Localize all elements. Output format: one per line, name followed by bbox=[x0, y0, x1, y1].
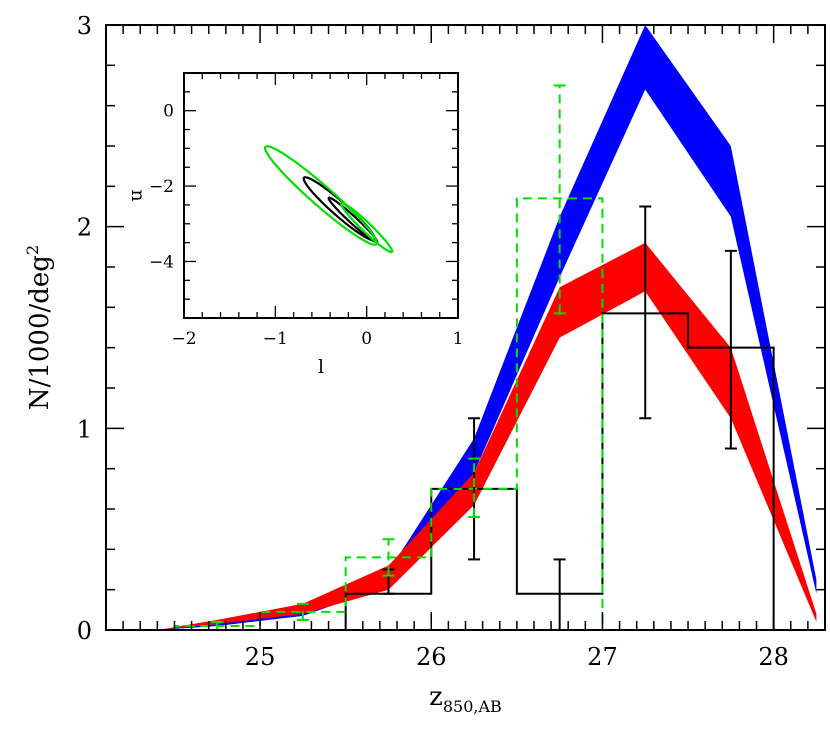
y-tick-label: 0 bbox=[77, 617, 92, 645]
inset-y-axis-label: n bbox=[127, 189, 149, 201]
y-axis-label-superscript: 2 bbox=[23, 245, 42, 255]
inset-y-tick-label: 0 bbox=[163, 102, 174, 122]
inset-x-tick-label: 1 bbox=[453, 329, 464, 349]
y-tick-label: 3 bbox=[77, 12, 92, 40]
inset-plot: −2 −1 0 1 0 −2 −4 l n bbox=[127, 72, 463, 378]
x-tick-label: 25 bbox=[245, 643, 276, 671]
main-error-bars bbox=[211, 84, 737, 631]
inset-x-tick-label: −1 bbox=[263, 329, 288, 349]
x-axis-label-subscript: 850,AB bbox=[443, 697, 502, 716]
contour-3 bbox=[264, 145, 378, 246]
y-axis-label-main: N/1000/deg bbox=[25, 255, 55, 410]
x-tick-label: 27 bbox=[587, 643, 618, 671]
inset-background bbox=[184, 73, 458, 318]
x-axis-label: z850,AB bbox=[429, 682, 502, 716]
inset-tick-labels: −2 −1 0 1 0 −2 −4 bbox=[149, 102, 463, 349]
contour-0 bbox=[327, 196, 379, 244]
inset-plot-frame bbox=[183, 72, 459, 319]
inset-y-tick-label: −2 bbox=[149, 177, 174, 197]
main-plot-frame bbox=[105, 24, 826, 631]
inset-x-tick-label: 0 bbox=[361, 329, 372, 349]
x-axis-label-main: z bbox=[429, 682, 443, 712]
y-tick-label: 2 bbox=[77, 214, 92, 242]
inset-contours bbox=[264, 145, 394, 254]
inset-x-axis-label: l bbox=[318, 356, 324, 378]
y-axis-label: N/1000/deg2 bbox=[23, 245, 55, 410]
inset-y-tick-label: −4 bbox=[149, 252, 174, 272]
inset-x-tick-label: −2 bbox=[171, 329, 196, 349]
y-tick-label: 1 bbox=[77, 415, 92, 443]
x-tick-label: 26 bbox=[416, 643, 447, 671]
x-tick-label: 28 bbox=[758, 643, 789, 671]
main-tick-labels: 25 26 27 28 0 1 2 3 bbox=[77, 12, 789, 671]
